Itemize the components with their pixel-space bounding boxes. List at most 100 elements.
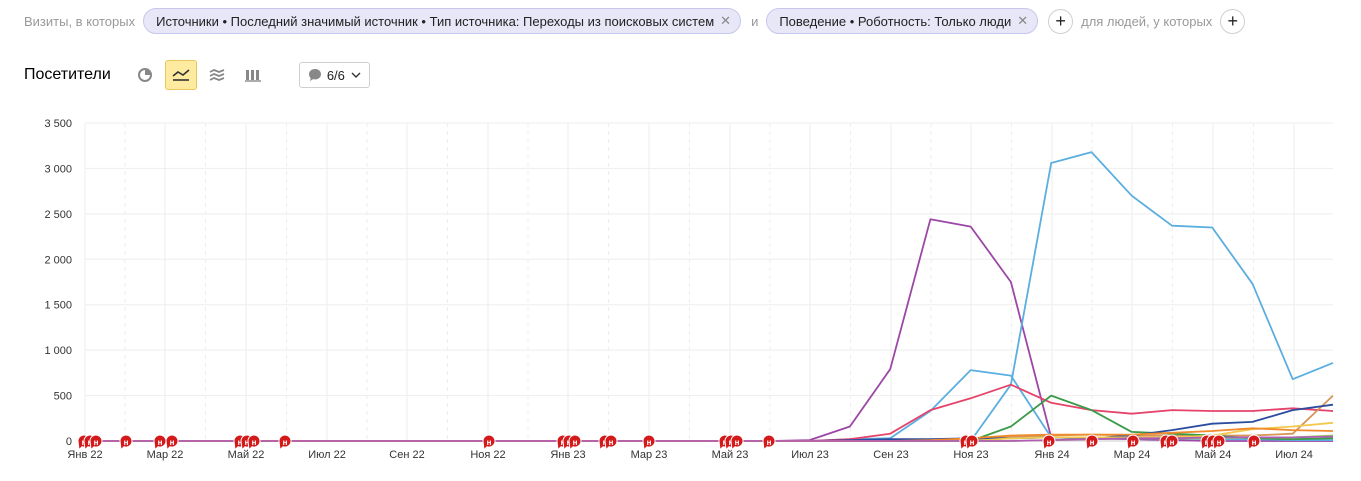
annotation-marker: н — [247, 434, 261, 451]
x-tick-label: Ноя 22 — [470, 449, 505, 461]
y-tick-label: 2 000 — [44, 254, 72, 266]
annotation-marker-shape — [1126, 434, 1140, 451]
x-tick-label: Сен 23 — [873, 449, 908, 461]
annotation-marker-glyph: н — [767, 438, 772, 447]
annotation-marker-shape — [1212, 434, 1226, 451]
stacked-area-button[interactable] — [201, 60, 233, 90]
annotation-marker: н — [1126, 434, 1140, 451]
annotation-marker: н — [1247, 434, 1261, 451]
annotations-count: 6/6 — [326, 67, 345, 83]
x-tick-label: Май 23 — [712, 449, 749, 461]
bar-chart-button[interactable] — [237, 60, 269, 90]
x-tick-label: Июл 22 — [308, 449, 346, 461]
x-tick-label: Янв 23 — [550, 449, 585, 461]
y-tick-label: 1 500 — [44, 300, 72, 312]
annotation-marker-shape — [1247, 434, 1261, 451]
filter-chip-source-label: Источники • Последний значимый источник … — [156, 13, 715, 29]
annotation-marker-shape — [604, 434, 618, 451]
line-chart-icon — [172, 69, 190, 81]
annotation-marker: н — [482, 434, 496, 451]
filter-chip-behavior-label: Поведение • Роботность: Только люди — [779, 13, 1012, 29]
annotation-marker: н — [762, 434, 776, 451]
y-tick-label: 500 — [54, 391, 72, 403]
annotation-marker: н — [119, 434, 133, 451]
chart-toolbar: Посетители 6/6 — [24, 60, 370, 90]
y-tick-label: 0 — [66, 436, 72, 448]
close-icon[interactable]: ✕ — [1017, 13, 1029, 28]
annotation-marker-glyph: н — [238, 438, 243, 447]
annotation-marker-glyph: н — [647, 438, 652, 447]
x-tick-label: Июл 23 — [791, 449, 829, 461]
annotation-marker-shape — [119, 434, 133, 451]
annotation-marker-glyph: н — [735, 438, 740, 447]
line-chart-button[interactable] — [164, 60, 197, 90]
annotation-marker-glyph: н — [124, 438, 129, 447]
annotation-marker: н — [1212, 434, 1226, 451]
x-tick-label: Мар 23 — [631, 449, 668, 461]
annotation-marker-glyph: н — [1252, 438, 1257, 447]
annotation-marker-glyph: н — [1131, 438, 1136, 447]
annotation-marker-glyph: н — [1090, 438, 1095, 447]
series-line — [85, 435, 1334, 442]
annotation-marker-shape — [89, 434, 103, 451]
x-tick-label: Сен 22 — [389, 449, 424, 461]
series-line — [85, 151, 1334, 442]
comment-icon — [308, 69, 321, 81]
annotation-marker-glyph: н — [573, 438, 578, 447]
annotation-marker-glyph: н — [158, 438, 163, 447]
annotation-marker: н — [278, 434, 292, 451]
x-tick-label: Май 22 — [228, 449, 265, 461]
annotation-marker-shape — [730, 434, 744, 451]
annotation-marker-shape — [568, 434, 582, 451]
annotation-marker-shape — [965, 434, 979, 451]
x-tick-label: Янв 22 — [67, 449, 102, 461]
annotation-marker-shape — [762, 434, 776, 451]
annotation-marker-shape — [1085, 434, 1099, 451]
annotation-marker-glyph: н — [970, 438, 975, 447]
annotation-marker-glyph: н — [245, 438, 250, 447]
annotation-marker-shape — [165, 434, 179, 451]
annotation-marker-glyph: н — [1170, 438, 1175, 447]
series-line — [85, 218, 1333, 442]
close-icon[interactable]: ✕ — [720, 13, 732, 28]
x-tick-label: Июл 24 — [1275, 449, 1313, 461]
annotation-marker: н — [165, 434, 179, 451]
annotation-marker: н — [1085, 434, 1099, 451]
x-tick-label: Мар 24 — [1114, 449, 1151, 461]
x-tick-label: Мар 22 — [147, 449, 184, 461]
annotation-marker-glyph: н — [487, 438, 492, 447]
pie-chart-button[interactable] — [129, 60, 161, 90]
annotations-dropdown[interactable]: 6/6 — [298, 62, 370, 88]
annotation-marker-shape — [247, 434, 261, 451]
add-people-filter-button[interactable]: + — [1220, 8, 1246, 34]
y-tick-label: 3 500 — [44, 118, 72, 130]
annotation-marker-glyph: н — [609, 438, 614, 447]
annotation-marker: н — [730, 434, 744, 451]
annotation-marker: н — [965, 434, 979, 451]
filter-bar: Визиты, в которых Источники • Последний … — [24, 8, 1253, 34]
annotation-marker-glyph: н — [170, 438, 175, 447]
people-filter-label: для людей, у которых — [1081, 13, 1213, 29]
annotation-marker-glyph: н — [1217, 438, 1222, 447]
annotation-marker-shape — [1165, 434, 1179, 451]
annotation-marker: н — [642, 434, 656, 451]
filter-chip-source[interactable]: Источники • Последний значимый источник … — [143, 8, 742, 34]
annotation-marker: н — [1165, 434, 1179, 451]
chart-title: Посетители — [24, 66, 111, 83]
annotation-marker-glyph: н — [94, 438, 99, 447]
add-visit-filter-button[interactable]: + — [1048, 8, 1074, 34]
annotation-marker: н — [153, 434, 167, 451]
filter-chip-behavior[interactable]: Поведение • Роботность: Только люди ✕ — [766, 8, 1039, 34]
bar-chart-icon — [244, 70, 261, 82]
chevron-down-icon — [351, 72, 361, 78]
annotation-marker: н — [89, 434, 103, 451]
and-label: и — [751, 13, 759, 29]
series-line — [85, 369, 1333, 442]
y-tick-label: 3 000 — [44, 163, 72, 175]
annotation-marker: н — [568, 434, 582, 451]
annotation-marker-shape — [642, 434, 656, 451]
x-tick-label: Май 24 — [1195, 449, 1232, 461]
annotation-marker: н — [604, 434, 618, 451]
annotation-marker-shape — [482, 434, 496, 451]
filter-prefix-label: Визиты, в которых — [24, 13, 136, 29]
